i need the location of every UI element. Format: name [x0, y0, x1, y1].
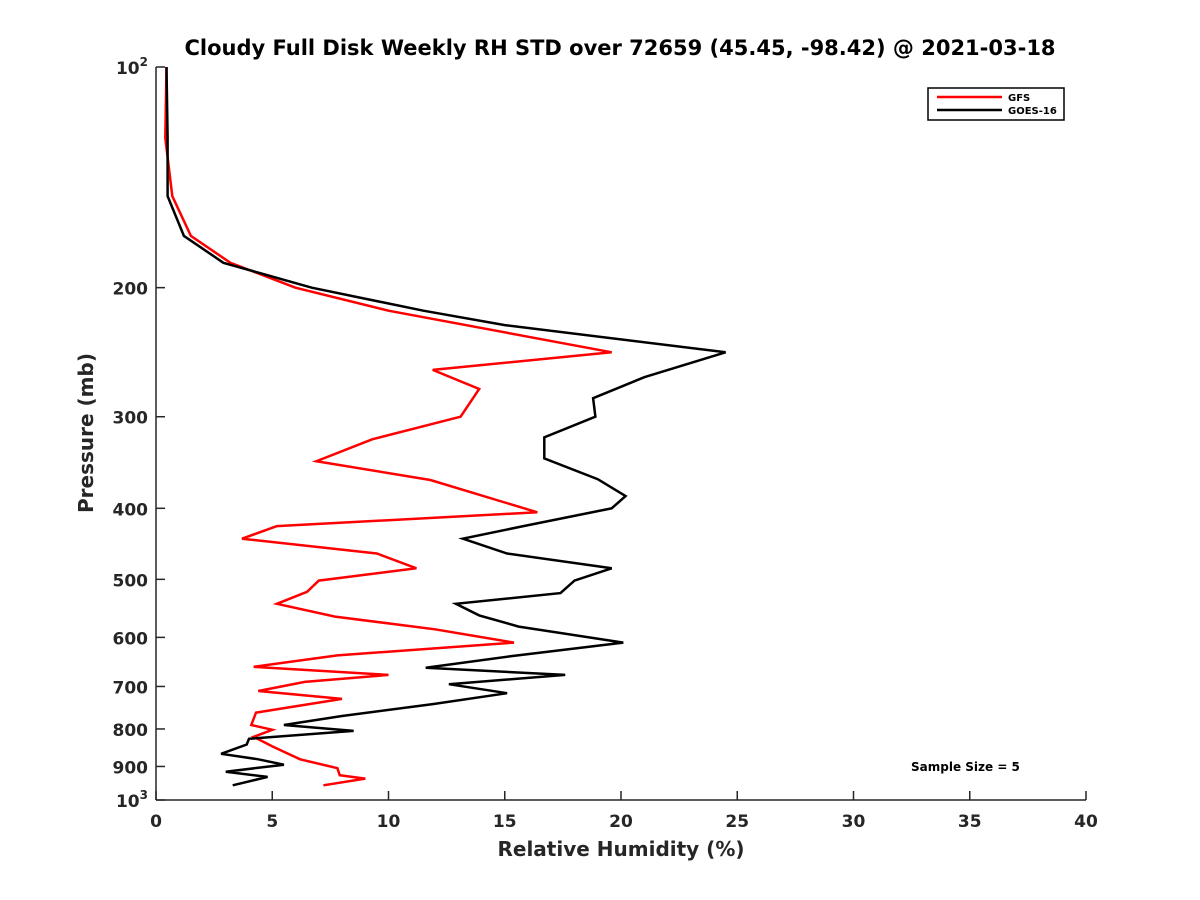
legend-box	[927, 87, 1065, 121]
x-axis-label: Relative Humidity (%)	[497, 837, 744, 861]
y-tick-label: 102	[116, 55, 148, 79]
y-tick-label: 800	[113, 721, 149, 741]
x-tick-label: 25	[725, 812, 749, 832]
x-tick-label: 5	[266, 812, 278, 832]
chart-title: Cloudy Full Disk Weekly RH STD over 7265…	[184, 36, 1055, 60]
y-tick-label: 200	[113, 280, 149, 300]
x-tick-label: 40	[1074, 812, 1098, 832]
y-tick-label: 103	[116, 788, 148, 812]
y-tick-label: 300	[113, 409, 149, 429]
sample-size-annotation: Sample Size = 5	[911, 760, 1020, 774]
x-tick-label: 35	[958, 812, 982, 832]
x-tick-label: 0	[150, 812, 162, 832]
y-tick-label: 500	[113, 571, 149, 591]
y-tick-label: 600	[113, 629, 149, 649]
plot-area	[156, 67, 1086, 800]
y-tick-label: 900	[113, 758, 149, 778]
series-layer	[164, 66, 726, 787]
x-tick-label: 20	[609, 812, 633, 832]
y-axis-label: Pressure (mb)	[74, 353, 98, 513]
x-tick-label: 10	[377, 812, 401, 832]
legend: GFS GOES-16	[927, 87, 1065, 121]
x-tick-label: 15	[493, 812, 517, 832]
x-axis: 0 5 10 15 20 25 30 35 40	[150, 791, 1098, 832]
y-tick-label: 400	[113, 500, 149, 520]
y-tick-label: 700	[113, 678, 149, 698]
y-axis: 102 200 300 400 500 600 700 800 900 103	[113, 55, 165, 812]
series-line-goes-16	[165, 66, 726, 787]
series-line-gfs	[164, 66, 612, 787]
legend-label-gfs: GFS	[1008, 93, 1030, 104]
x-tick-label: 30	[842, 812, 866, 832]
legend-label-goes-16: GOES-16	[1008, 106, 1057, 117]
